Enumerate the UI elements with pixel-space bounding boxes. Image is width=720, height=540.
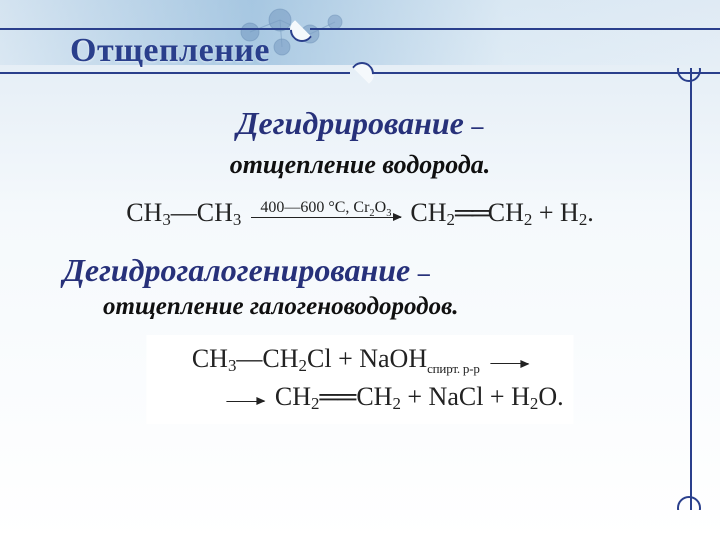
eq2-naoh-subscript: спирт. р-р bbox=[427, 361, 480, 376]
slide: Отщепление Дегидрирование – отщепление в… bbox=[0, 0, 720, 540]
section1-definition-line: отщепление водорода. bbox=[55, 150, 665, 180]
section1-definition: отщепление водорода. bbox=[230, 150, 491, 179]
frame-cap-bottom bbox=[677, 496, 701, 520]
eq2-arrow-2 bbox=[226, 381, 264, 416]
section1-heading: Дегидрирование – bbox=[55, 105, 665, 142]
section1-term: Дегидрирование bbox=[237, 105, 464, 141]
eq1-ch2-a: CH bbox=[410, 198, 446, 227]
title-band: Отщепление bbox=[0, 28, 720, 86]
section2-definition-line: отщепление галогеноводородов. bbox=[55, 293, 665, 321]
eq1-ch3-a: CH bbox=[126, 198, 162, 227]
eq1-condition: 400—600 °C, Cr2O3 bbox=[260, 199, 391, 216]
equation-2: CH3—CH2Cl + NaOHспирт. р-р CH2══CH2 + Na… bbox=[146, 335, 573, 424]
section2-term: Дегидрогалогенирование bbox=[63, 252, 410, 288]
eq2-arrow-1 bbox=[490, 344, 528, 379]
frame-right-rule bbox=[690, 68, 692, 510]
slide-body: Дегидрирование – отщепление водорода. CH… bbox=[55, 105, 665, 510]
section2-heading: Дегидрогалогенирование – bbox=[55, 252, 665, 289]
eq1-ch3-b: CH bbox=[197, 198, 233, 227]
section2-dash: – bbox=[418, 261, 430, 287]
section1-dash: – bbox=[471, 114, 483, 140]
equation-1: CH3—CH3 400—600 °C, Cr2O3 CH2══CH2 + H2. bbox=[55, 198, 665, 230]
eq1-arrow: 400—600 °C, Cr2O3 bbox=[251, 200, 401, 230]
slide-title: Отщепление bbox=[70, 32, 270, 70]
eq1-ch2-b: CH bbox=[488, 198, 524, 227]
section2-definition: отщепление галогеноводородов. bbox=[103, 293, 459, 320]
